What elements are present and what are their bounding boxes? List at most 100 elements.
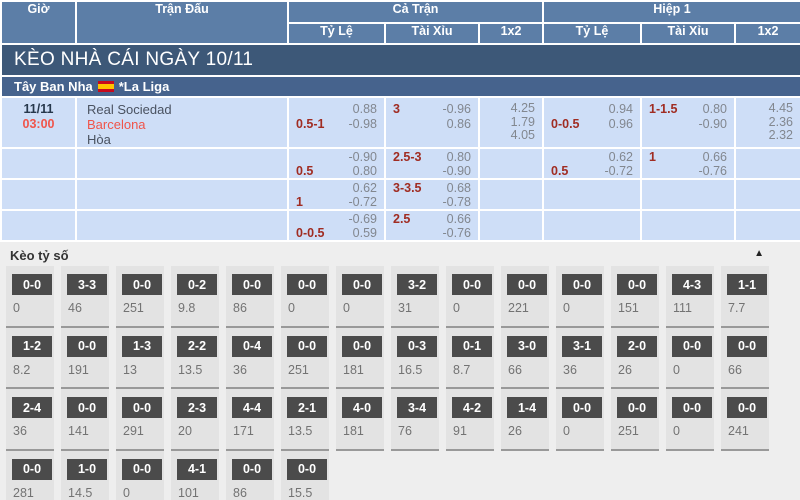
chevron-up-icon[interactable]: ▲ <box>754 248 764 259</box>
score-cell[interactable]: 0-0 0 <box>116 450 164 500</box>
score-odds-value: 0 <box>563 424 570 438</box>
score-label: 4-3 <box>682 277 702 292</box>
score-cell[interactable]: 0-0 291 <box>116 389 164 451</box>
odds-cell-full-1x2[interactable] <box>478 209 544 242</box>
score-cell[interactable]: 0-0 241 <box>721 389 769 451</box>
score-cell[interactable]: 2-2 13.5 <box>171 327 219 389</box>
odds-cell-half-1x2[interactable]: 4.45 2.36 2.32 <box>734 96 800 149</box>
score-box: 0-3 <box>397 335 437 357</box>
score-odds-value: 31 <box>398 301 412 315</box>
score-cell[interactable]: 0-0 281 <box>6 450 54 500</box>
score-label: 0-0 <box>132 462 152 476</box>
correct-score-section: Kèo tỷ số ▲ 0-0 0 3-3 46 0-0 251 <box>0 242 800 500</box>
handicap-point: 1 <box>296 195 303 209</box>
league-bar[interactable]: Tây Ban Nha *La Liga <box>0 75 800 98</box>
score-cell[interactable]: 0-0 15.5 <box>281 450 329 500</box>
score-cell[interactable]: 0-4 36 <box>226 327 274 389</box>
odds-cell-full-1x2[interactable]: 4.25 1.79 4.05 <box>478 96 544 149</box>
score-cell[interactable]: 4-4 171 <box>226 389 274 451</box>
odds-cell-full-handicap[interactable]: -0.69 0-0.5 0.59 <box>287 209 386 242</box>
col-header-match: Trận Đấu <box>75 0 289 45</box>
score-cell[interactable]: 0-0 221 <box>501 266 549 328</box>
score-cell[interactable]: 2-3 20 <box>171 389 219 451</box>
score-odds-value: 221 <box>508 301 529 315</box>
score-box: 1-0 <box>67 458 107 480</box>
score-label: 2-3 <box>187 400 207 415</box>
score-odds-value: 36 <box>13 424 27 438</box>
odds-value: -0.72 <box>604 164 634 178</box>
score-cell[interactable]: 3-4 76 <box>391 389 439 451</box>
score-cell[interactable]: 0-3 16.5 <box>391 327 439 389</box>
odds-cell-half-overunder[interactable]: 1 0.66 -0.76 <box>640 147 736 180</box>
odds-value: 0.62 <box>352 181 377 195</box>
odds-cell-half-handicap[interactable] <box>542 178 642 211</box>
score-cell[interactable]: 4-3 111 <box>666 266 714 328</box>
score-cell[interactable]: 1-1 7.7 <box>721 266 769 328</box>
score-cell[interactable]: 0-0 0 <box>336 266 384 328</box>
score-cell[interactable]: 0-0 151 <box>611 266 659 328</box>
score-cell[interactable]: 0-0 191 <box>61 327 109 389</box>
odds-cell-half-handicap[interactable]: 0.94 0-0.5 0.96 <box>542 96 642 149</box>
score-cell[interactable]: 0-0 0 <box>281 266 329 328</box>
score-cell[interactable]: 0-0 0 <box>556 389 604 451</box>
score-cell[interactable]: 1-3 13 <box>116 327 164 389</box>
score-cell[interactable]: 3-1 36 <box>556 327 604 389</box>
score-odds-value: 15.5 <box>288 485 313 500</box>
score-odds-value: 251 <box>288 362 309 377</box>
score-cell[interactable]: 0-0 0 <box>446 266 494 328</box>
odds-cell-full-1x2[interactable] <box>478 147 544 180</box>
odds-cell-full-overunder[interactable]: 3-3.5 0.68 -0.78 <box>384 178 480 211</box>
score-cell[interactable]: 2-0 26 <box>611 327 659 389</box>
odds-cell-half-overunder[interactable] <box>640 178 736 211</box>
score-cell[interactable]: 2-1 13.5 <box>281 389 329 451</box>
score-cell[interactable]: 4-0 181 <box>336 389 384 451</box>
score-cell[interactable]: 0-0 0 <box>556 266 604 328</box>
score-cell[interactable]: 0-2 9.8 <box>171 266 219 328</box>
odds-cell-full-overunder[interactable]: 2.5-3 0.80 -0.90 <box>384 147 480 180</box>
score-cell[interactable]: 0-0 251 <box>611 389 659 451</box>
score-cell[interactable]: 0-0 141 <box>61 389 109 451</box>
score-label: 3-0 <box>517 339 537 353</box>
score-cell[interactable]: 1-4 26 <box>501 389 549 451</box>
odds-value: 0.80 <box>702 102 727 116</box>
odds-cell-full-1x2[interactable] <box>478 178 544 211</box>
odds-cell-half-1x2[interactable] <box>734 209 800 242</box>
score-cell[interactable]: 0-0 181 <box>336 327 384 389</box>
odds-cell-half-handicap[interactable] <box>542 209 642 242</box>
score-cell[interactable]: 0-0 0 <box>666 327 714 389</box>
odds-cell-full-handicap[interactable]: 0.62 1 -0.72 <box>287 178 386 211</box>
score-cell[interactable]: 0-0 86 <box>226 266 274 328</box>
score-label: 0-0 <box>132 400 152 415</box>
score-cell[interactable]: 0-0 0 <box>666 389 714 451</box>
score-cell[interactable]: 0-0 0 <box>6 266 54 328</box>
score-cell[interactable]: 0-1 8.7 <box>446 327 494 389</box>
score-cell[interactable]: 3-2 31 <box>391 266 439 328</box>
odds-cell-half-handicap[interactable]: 0.62 0.5 -0.72 <box>542 147 642 180</box>
score-box: 2-1 <box>287 397 327 418</box>
score-odds-value: 151 <box>618 301 639 315</box>
score-cell[interactable]: 2-4 36 <box>6 389 54 451</box>
score-cell[interactable]: 1-0 14.5 <box>61 450 109 500</box>
score-cell[interactable]: 3-0 66 <box>501 327 549 389</box>
score-box: 0-0 <box>67 335 107 357</box>
score-cell[interactable]: 0-0 86 <box>226 450 274 500</box>
score-box: 0-0 <box>617 397 657 418</box>
score-cell[interactable]: 0-0 251 <box>116 266 164 328</box>
odds-cell-full-overunder[interactable]: 3 -0.96 0.86 <box>384 96 480 149</box>
odds-cell-half-overunder[interactable]: 1-1.5 0.80 -0.90 <box>640 96 736 149</box>
score-cell[interactable]: 1-2 8.2 <box>6 327 54 389</box>
score-cell[interactable]: 0-0 251 <box>281 327 329 389</box>
score-label: 3-2 <box>407 277 427 292</box>
score-cell[interactable]: 3-3 46 <box>61 266 109 328</box>
odds-cell-full-handicap[interactable]: 0.88 0.5-1 -0.98 <box>287 96 386 149</box>
score-cell[interactable]: 0-0 66 <box>721 327 769 389</box>
odds-cell-half-overunder[interactable] <box>640 209 736 242</box>
odds-value: -0.78 <box>442 195 472 209</box>
odds-cell-full-overunder[interactable]: 2.5 0.66 -0.76 <box>384 209 480 242</box>
score-cell[interactable]: 4-1 101 <box>171 450 219 500</box>
score-cell[interactable]: 4-2 91 <box>446 389 494 451</box>
odds-cell-half-1x2[interactable] <box>734 178 800 211</box>
odds-cell-half-1x2[interactable] <box>734 147 800 180</box>
odds-cell-full-handicap[interactable]: -0.90 0.5 0.80 <box>287 147 386 180</box>
score-odds-value: 111 <box>673 301 693 315</box>
